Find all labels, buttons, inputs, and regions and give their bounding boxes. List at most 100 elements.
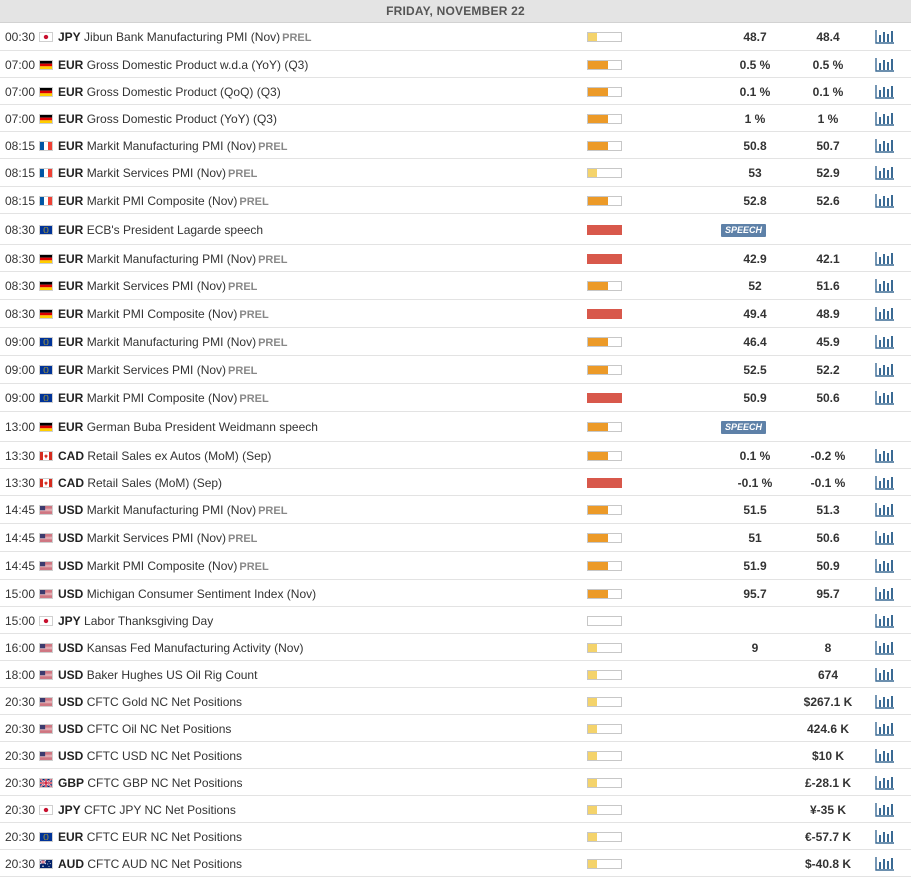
event-row[interactable]: 07:00 EUR Gross Domestic Product (YoY) (Q… bbox=[0, 105, 911, 132]
event-title[interactable]: USD Baker Hughes US Oil Rig Count bbox=[58, 668, 257, 682]
event-title[interactable]: AUD CFTC AUD NC Net Positions bbox=[58, 857, 242, 871]
impact-fill bbox=[588, 225, 621, 234]
event-title[interactable]: USD Markit PMI Composite (Nov) PREL bbox=[58, 559, 269, 573]
bar-chart-icon[interactable] bbox=[875, 334, 895, 349]
bar-chart-icon[interactable] bbox=[875, 640, 895, 655]
event-row[interactable]: 13:30 CAD Retail Sales ex Autos (MoM) (Se… bbox=[0, 442, 911, 469]
event-row[interactable]: 20:30 JPY CFTC JPY NC Net Positions ¥-35 K bbox=[0, 796, 911, 823]
bar-chart-icon[interactable] bbox=[875, 502, 895, 517]
event-currency: USD bbox=[58, 748, 84, 763]
event-title[interactable]: EUR Markit PMI Composite (Nov) PREL bbox=[58, 194, 269, 208]
bar-chart-icon[interactable] bbox=[875, 278, 895, 293]
bar-chart-icon[interactable] bbox=[875, 667, 895, 682]
event-row[interactable]: 13:30 CAD Retail Sales (MoM) (Sep) -0.1 % -… bbox=[0, 469, 911, 496]
event-row[interactable]: 13:00 EUR German Buba President Weidmann … bbox=[0, 412, 911, 442]
bar-chart-icon[interactable] bbox=[875, 475, 895, 490]
event-title[interactable]: USD CFTC Gold NC Net Positions bbox=[58, 695, 242, 709]
bar-chart-icon[interactable] bbox=[875, 856, 895, 871]
event-row[interactable]: 14:45 USD Markit Manufacturing PMI (Nov) P… bbox=[0, 496, 911, 524]
event-title[interactable]: EUR Markit Services PMI (Nov) PREL bbox=[58, 363, 257, 377]
event-title[interactable]: USD Markit Services PMI (Nov) PREL bbox=[58, 531, 257, 545]
event-title[interactable]: EUR Gross Domestic Product (QoQ) (Q3) bbox=[58, 85, 281, 99]
event-title[interactable]: GBP CFTC GBP NC Net Positions bbox=[58, 776, 243, 790]
previous-value: 51.6 bbox=[816, 279, 840, 293]
event-title[interactable]: JPY Jibun Bank Manufacturing PMI (Nov) PR… bbox=[58, 30, 311, 44]
event-row[interactable]: 20:30 EUR CFTC EUR NC Net Positions €-57.7… bbox=[0, 823, 911, 850]
bar-chart-icon[interactable] bbox=[875, 802, 895, 817]
event-row[interactable]: 08:30 EUR Markit PMI Composite (Nov) PREL 4… bbox=[0, 300, 911, 328]
event-title[interactable]: USD Kansas Fed Manufacturing Activity (N… bbox=[58, 641, 303, 655]
event-title[interactable]: EUR Gross Domestic Product (YoY) (Q3) bbox=[58, 112, 277, 126]
bar-chart-icon[interactable] bbox=[875, 829, 895, 844]
previous-value: -0.1 % bbox=[810, 475, 846, 490]
event-row[interactable]: 08:30 EUR ECB's President Lagarde speech S… bbox=[0, 214, 911, 245]
event-title[interactable]: EUR German Buba President Weidmann speec… bbox=[58, 420, 318, 434]
bar-chart-icon[interactable] bbox=[875, 694, 895, 709]
event-row[interactable]: 08:30 EUR Markit Services PMI (Nov) PREL 52… bbox=[0, 272, 911, 300]
bar-chart-icon[interactable] bbox=[875, 613, 895, 628]
event-title[interactable]: EUR Markit Services PMI (Nov) PREL bbox=[58, 279, 257, 293]
bar-chart-icon[interactable] bbox=[875, 29, 895, 44]
event-title[interactable]: USD CFTC Oil NC Net Positions bbox=[58, 722, 231, 736]
bar-chart-icon[interactable] bbox=[875, 57, 895, 72]
event-title[interactable]: EUR Markit PMI Composite (Nov) PREL bbox=[58, 307, 269, 321]
bar-chart-icon[interactable] bbox=[875, 748, 895, 763]
bar-chart-icon[interactable] bbox=[875, 362, 895, 377]
bar-chart-icon[interactable] bbox=[875, 138, 895, 153]
event-row[interactable]: 09:00 EUR Markit Manufacturing PMI (Nov) P… bbox=[0, 328, 911, 356]
bar-chart-icon[interactable] bbox=[875, 721, 895, 736]
event-title[interactable]: USD CFTC USD NC Net Positions bbox=[58, 749, 242, 763]
event-title[interactable]: JPY CFTC JPY NC Net Positions bbox=[58, 803, 236, 817]
event-row[interactable]: 07:00 EUR Gross Domestic Product w.d.a (Y… bbox=[0, 51, 911, 78]
event-row[interactable]: 16:00 USD Kansas Fed Manufacturing Activi… bbox=[0, 634, 911, 661]
event-title[interactable]: EUR Markit Manufacturing PMI (Nov) PREL bbox=[58, 139, 287, 153]
bar-chart-icon[interactable] bbox=[875, 251, 895, 266]
event-title[interactable]: CAD Retail Sales (MoM) (Sep) bbox=[58, 476, 222, 490]
event-title[interactable]: JPY Labor Thanksgiving Day bbox=[58, 614, 213, 628]
event-row[interactable]: 14:45 USD Markit PMI Composite (Nov) PREL 5… bbox=[0, 552, 911, 580]
event-row[interactable]: 08:15 EUR Markit Services PMI (Nov) PREL 53… bbox=[0, 159, 911, 187]
event-row[interactable]: 14:45 USD Markit Services PMI (Nov) PREL 51… bbox=[0, 524, 911, 552]
event-title[interactable]: EUR Gross Domestic Product w.d.a (YoY) (… bbox=[58, 58, 308, 72]
bar-chart-icon[interactable] bbox=[875, 586, 895, 601]
bar-chart-icon[interactable] bbox=[875, 448, 895, 463]
event-name: Markit Manufacturing PMI (Nov) bbox=[86, 138, 257, 153]
event-row[interactable]: 20:30 GBP CFTC GBP NC Net Positions £-28.1… bbox=[0, 769, 911, 796]
event-row[interactable]: 08:15 EUR Markit Manufacturing PMI (Nov) P… bbox=[0, 132, 911, 159]
event-title[interactable]: EUR Markit Manufacturing PMI (Nov) PREL bbox=[58, 252, 287, 266]
event-row[interactable]: 09:00 EUR Markit PMI Composite (Nov) PREL 5… bbox=[0, 384, 911, 412]
event-row[interactable]: 07:00 EUR Gross Domestic Product (QoQ) (Q… bbox=[0, 78, 911, 105]
bar-chart-icon[interactable] bbox=[875, 165, 895, 180]
event-time: 20:30 bbox=[5, 721, 36, 736]
event-title[interactable]: EUR Markit Manufacturing PMI (Nov) PREL bbox=[58, 335, 287, 349]
event-title[interactable]: EUR CFTC EUR NC Net Positions bbox=[58, 830, 242, 844]
event-title[interactable]: EUR Markit PMI Composite (Nov) PREL bbox=[58, 391, 269, 405]
event-row[interactable]: 00:30 JPY Jibun Bank Manufacturing PMI (N… bbox=[0, 23, 911, 51]
event-title[interactable]: EUR Markit Services PMI (Nov) PREL bbox=[58, 166, 257, 180]
event-title[interactable]: EUR ECB's President Lagarde speech bbox=[58, 223, 263, 237]
event-row[interactable]: 09:00 EUR Markit Services PMI (Nov) PREL 52… bbox=[0, 356, 911, 384]
event-currency: EUR bbox=[58, 391, 84, 405]
event-title[interactable]: USD Michigan Consumer Sentiment Index (N… bbox=[58, 587, 316, 601]
event-row[interactable]: 20:30 AUD CFTC AUD NC Net Positions $-40.8… bbox=[0, 850, 911, 877]
event-title[interactable]: CAD Retail Sales ex Autos (MoM) (Sep) bbox=[58, 449, 271, 463]
event-row[interactable]: 15:00 JPY Labor Thanksgiving Day bbox=[0, 607, 911, 634]
bar-chart-icon[interactable] bbox=[875, 530, 895, 545]
event-row[interactable]: 08:30 EUR Markit Manufacturing PMI (Nov) P… bbox=[0, 245, 911, 272]
impact-indicator bbox=[587, 831, 622, 842]
event-row[interactable]: 20:30 USD CFTC Gold NC Net Positions $267.… bbox=[0, 688, 911, 715]
event-row[interactable]: 08:15 EUR Markit PMI Composite (Nov) PREL 5… bbox=[0, 187, 911, 214]
bar-chart-icon[interactable] bbox=[875, 775, 895, 790]
bar-chart-icon[interactable] bbox=[875, 111, 895, 126]
event-row[interactable]: 20:30 USD CFTC Oil NC Net Positions 424.6 … bbox=[0, 715, 911, 742]
event-row[interactable]: 15:00 USD Michigan Consumer Sentiment Ind… bbox=[0, 580, 911, 607]
bar-chart-icon[interactable] bbox=[875, 390, 895, 405]
bar-chart-icon[interactable] bbox=[875, 193, 895, 208]
event-row[interactable]: 20:30 USD CFTC USD NC Net Positions $10 K bbox=[0, 742, 911, 769]
event-title[interactable]: USD Markit Manufacturing PMI (Nov) PREL bbox=[58, 503, 287, 517]
event-name: Baker Hughes US Oil Rig Count bbox=[86, 667, 258, 682]
bar-chart-icon[interactable] bbox=[875, 84, 895, 99]
bar-chart-icon[interactable] bbox=[875, 306, 895, 321]
event-row[interactable]: 18:00 USD Baker Hughes US Oil Rig Count 67… bbox=[0, 661, 911, 688]
bar-chart-icon[interactable] bbox=[875, 558, 895, 573]
